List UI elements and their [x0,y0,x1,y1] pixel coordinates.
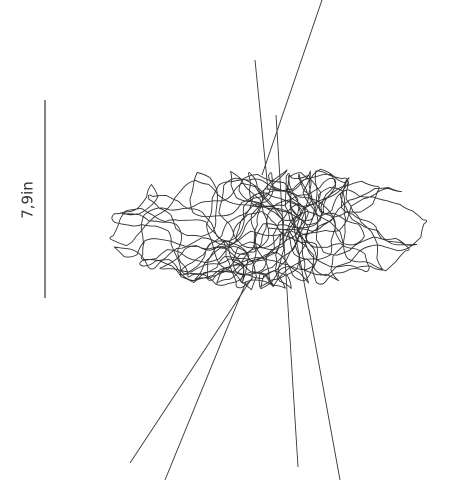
dimension-label: 7,9in [19,181,37,219]
lamp-scribble [109,168,428,291]
suspension-cables [129,0,341,481]
